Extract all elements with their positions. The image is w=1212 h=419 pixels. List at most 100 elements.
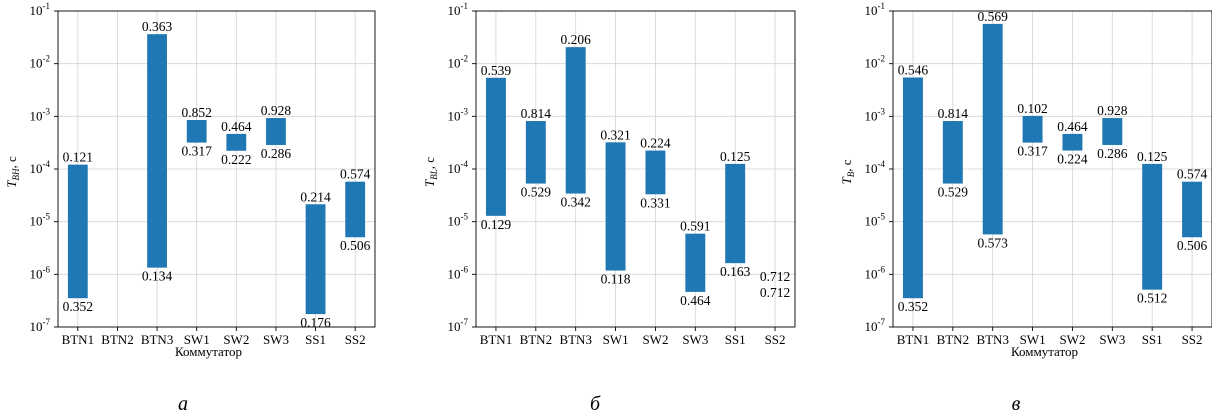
bar-low-label: 0.573 <box>978 235 1009 250</box>
y-axis-label-unit: , с <box>839 159 854 172</box>
bar-ss2 <box>345 181 366 238</box>
y-tick-label: 10-6 <box>30 264 51 281</box>
bar-low-label: 0.317 <box>1017 144 1048 159</box>
bar-btn3 <box>982 23 1003 235</box>
bar-high-label: 0.928 <box>261 103 292 118</box>
bar-sw3 <box>266 118 286 145</box>
bar-high-label: 0.102 <box>1017 101 1047 116</box>
bar-high-label: 0.363 <box>142 19 173 34</box>
bar-high-label: 0.321 <box>600 127 630 142</box>
bar-low-label: 0.222 <box>221 152 251 167</box>
bar-high-label: 0.464 <box>221 119 252 134</box>
y-axis-label-subscript: B <box>846 171 856 177</box>
y-tick-label: 10-5 <box>865 212 886 229</box>
y-tick-exponent: -4 <box>461 159 469 169</box>
bar-high-label: 0.928 <box>1097 103 1128 118</box>
bar-low-label: 0.163 <box>720 264 751 279</box>
x-tick-label: SS2 <box>1182 332 1203 347</box>
y-axis-label-unit: , с <box>422 157 437 170</box>
y-tick-exponent: -7 <box>461 317 469 327</box>
bar-sw1 <box>1022 115 1043 143</box>
y-axis-label-symbol: T <box>422 179 437 187</box>
bar-sw2 <box>226 133 247 151</box>
bar-high-label: 0.574 <box>340 167 371 182</box>
x-tick-label: SW2 <box>223 332 249 347</box>
x-tick-label: BTN3 <box>559 332 592 347</box>
bar-sw2 <box>1062 133 1083 151</box>
panel-caption: б <box>590 393 601 415</box>
chart-panel-1: 0.121 0.352 0.363 0.134 0.852 0.317 0.464 0.222… <box>4 1 376 415</box>
bar-btn1 <box>67 164 88 299</box>
bar-low-label: 0.506 <box>340 238 371 253</box>
y-tick-exponent: -6 <box>43 264 51 274</box>
bar-high-label: 0.546 <box>898 63 929 78</box>
y-tick-exponent: -7 <box>43 317 51 327</box>
x-tick-label: SS1 <box>1142 332 1163 347</box>
bar-low-label: 0.342 <box>561 195 591 210</box>
bar-sw2 <box>645 150 666 195</box>
x-tick-label: BTN2 <box>520 332 553 347</box>
bar-low-label: 0.529 <box>521 185 552 200</box>
bar-sw1 <box>605 142 626 271</box>
bar-low-label: 0.512 <box>1137 291 1167 306</box>
y-tick-exponent: -7 <box>878 317 886 327</box>
bar-high-label: 0.814 <box>938 106 969 121</box>
bar-high-label: 0.712 <box>760 269 790 284</box>
bar-ss2 <box>1182 181 1203 238</box>
x-tick-label: SW2 <box>1059 332 1085 347</box>
bar-high-label: 0.852 <box>182 105 212 120</box>
x-axis-label: Коммутатор <box>175 344 242 359</box>
y-tick-label: 10-5 <box>30 212 51 229</box>
y-axis-label: TBH, с <box>4 156 21 188</box>
y-axis-label-symbol: T <box>4 180 19 188</box>
y-tick-exponent: -3 <box>878 106 886 116</box>
x-axis-label: Коммутатор <box>1011 344 1078 359</box>
y-tick-label: 10-7 <box>448 317 469 334</box>
y-axis-label-unit: , с <box>4 156 19 169</box>
x-tick-label: SS2 <box>345 332 366 347</box>
y-tick-exponent: -5 <box>461 212 469 222</box>
x-tick-label: SW1 <box>184 332 210 347</box>
bar-high-label: 0.814 <box>521 106 552 121</box>
y-tick-exponent: -1 <box>43 1 51 11</box>
x-tick-label: SS2 <box>765 332 786 347</box>
y-tick-label: 10-7 <box>30 317 51 334</box>
y-tick-label: 10-1 <box>448 1 469 18</box>
bar-high-label: 0.125 <box>720 149 751 164</box>
y-tick-exponent: -2 <box>43 54 51 64</box>
bar-ss1 <box>305 204 326 315</box>
y-tick-exponent: -3 <box>461 106 469 116</box>
y-tick-exponent: -5 <box>878 212 886 222</box>
y-tick-exponent: -4 <box>878 159 886 169</box>
x-tick-label: SW3 <box>1099 332 1125 347</box>
bar-low-label: 0.464 <box>680 293 711 308</box>
x-tick-label: SW1 <box>1020 332 1046 347</box>
bar-low-label: 0.352 <box>898 299 928 314</box>
y-tick-label: 10-4 <box>448 159 469 176</box>
y-tick-label: 10-2 <box>448 54 469 71</box>
y-tick-label: 10-3 <box>865 106 886 123</box>
y-tick-label: 10-1 <box>30 1 51 18</box>
x-tick-label: SS1 <box>725 332 746 347</box>
x-tick-label: BTN2 <box>937 332 970 347</box>
y-tick-exponent: -6 <box>461 264 469 274</box>
x-tick-label: SS1 <box>305 332 326 347</box>
y-tick-exponent: -1 <box>461 1 469 11</box>
x-tick-label: BTN1 <box>897 332 930 347</box>
bar-low-label: 0.352 <box>63 299 93 314</box>
x-tick-label: SW1 <box>603 332 629 347</box>
bar-low-label: 0.286 <box>261 146 292 161</box>
y-tick-exponent: -1 <box>878 1 886 11</box>
bar-high-label: 0.591 <box>680 219 710 234</box>
y-tick-label: 10-2 <box>30 54 51 71</box>
bar-btn3 <box>147 34 167 268</box>
bar-high-label: 0.574 <box>1177 167 1208 182</box>
y-axis-label-symbol: T <box>839 177 854 185</box>
y-tick-exponent: -2 <box>878 54 886 64</box>
y-tick-exponent: -6 <box>878 264 886 274</box>
bar-low-label: 0.118 <box>601 272 631 287</box>
y-tick-label: 10-7 <box>865 317 886 334</box>
y-axis-label-subscript: BH <box>11 168 21 180</box>
bar-high-label: 0.125 <box>1137 149 1168 164</box>
bar-low-label: 0.331 <box>640 195 670 210</box>
